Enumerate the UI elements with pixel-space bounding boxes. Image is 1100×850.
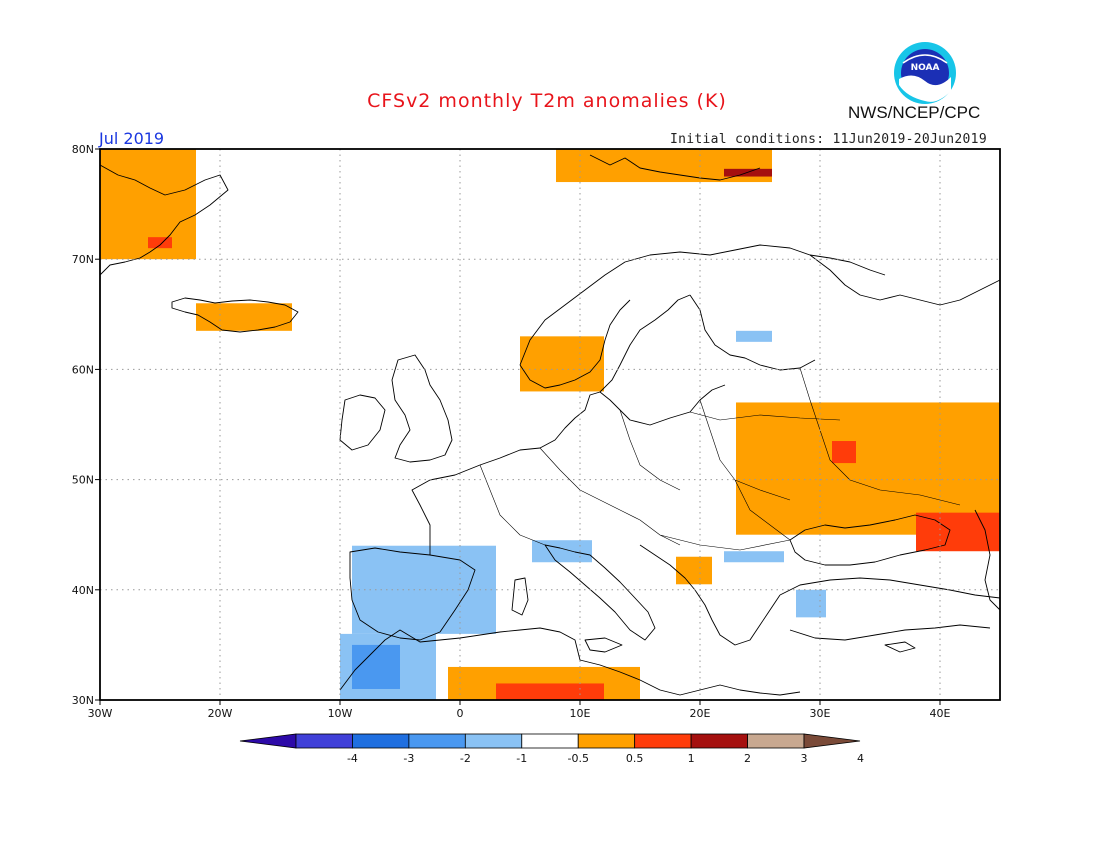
lon-tick-label: 10W xyxy=(328,707,353,720)
colorbar-bin xyxy=(408,733,466,749)
iberia-coast xyxy=(349,547,476,641)
balkan-coast xyxy=(639,544,781,646)
turkey-south-coast xyxy=(789,624,991,641)
map-frame xyxy=(99,148,1001,701)
ireland-coast xyxy=(339,394,386,451)
colorbar-bin xyxy=(690,733,748,749)
black-sea-coast xyxy=(789,514,951,566)
map-title: CFSv2 monthly T2m anomalies (K) xyxy=(367,90,727,112)
sweden-coast xyxy=(599,294,691,393)
lon-tick-label: 30E xyxy=(810,707,831,720)
britain-coast xyxy=(391,354,453,463)
lat-tick-label: 30N xyxy=(72,694,94,707)
lon-tick-label: 40E xyxy=(930,707,951,720)
anomaly-region-2 xyxy=(196,303,292,331)
anomaly-region-8 xyxy=(832,441,856,464)
country-borders xyxy=(479,367,961,551)
lat-tick-label: 50N xyxy=(72,474,94,487)
colorbar-bin xyxy=(352,733,410,749)
lon-tick-label: 10E xyxy=(570,707,591,720)
anomaly-region-9 xyxy=(676,556,712,585)
north-africa-coast xyxy=(339,627,801,696)
lon-tick-label: 0 xyxy=(457,707,464,720)
lat-tick-label: 80N xyxy=(72,143,94,156)
anomaly-region-11 xyxy=(496,683,604,700)
colorbar-tick-label: -0.5 xyxy=(567,752,588,765)
greenland-coast xyxy=(99,164,229,276)
lat-tick-label: 60N xyxy=(72,363,94,376)
iceland-coast xyxy=(171,297,299,333)
norway-south-coast xyxy=(519,299,631,389)
noaa-logo: NOAA xyxy=(894,42,956,104)
colorbar-bin xyxy=(577,733,636,749)
colorbar-tick-label: 1 xyxy=(688,752,695,765)
anomaly-layer xyxy=(100,149,1000,700)
finland-coast xyxy=(689,294,816,371)
caspian-coast xyxy=(974,509,1001,611)
lon-tick-label: 30W xyxy=(88,707,113,720)
colorbar-bin-high xyxy=(803,733,861,749)
noaa-logo-text: NOAA xyxy=(911,63,940,73)
anomaly-region-4 xyxy=(724,168,772,177)
anomaly-region-3 xyxy=(556,149,772,183)
colorbar-bin xyxy=(747,733,805,749)
italy-coast xyxy=(544,544,656,641)
kola-coast xyxy=(809,254,1001,306)
anomaly-region-14 xyxy=(352,644,400,689)
agency-label: NWS/NCEP/CPC xyxy=(848,103,981,122)
initial-conditions-label: Initial conditions: 11Jun2019-20Jun2019 xyxy=(670,132,987,147)
colorbar: -4 -3 -2 -1 -0.5 0.5 1 2 3 4 xyxy=(239,733,864,765)
valid-month-label: Jul 2019 xyxy=(99,129,165,148)
anomaly-region-16 xyxy=(724,551,784,563)
colorbar-bin xyxy=(464,733,523,749)
svalbard-coast xyxy=(589,154,761,181)
colorbar-tick-label: -2 xyxy=(460,752,471,765)
colorbar-bin xyxy=(521,733,579,749)
colorbar-bin-low xyxy=(239,733,297,749)
lon-tick-label: 20E xyxy=(690,707,711,720)
colorbar-tick-label: 3 xyxy=(801,752,808,765)
coastline-layer xyxy=(99,154,1001,696)
colorbar-tick-label: -4 xyxy=(347,752,358,765)
colorbar-bin xyxy=(634,733,692,749)
cyprus-coast xyxy=(884,641,916,653)
turkey-coast xyxy=(779,577,1001,599)
lat-tick-label: 70N xyxy=(72,253,94,266)
lon-tick-label: 20W xyxy=(208,707,233,720)
colorbar-tick-label: 4 xyxy=(857,752,864,765)
france-coast xyxy=(411,447,541,555)
colorbar-tick-label: 0.5 xyxy=(626,752,644,765)
colorbar-bin xyxy=(295,733,353,749)
sardinia-coast xyxy=(511,577,529,616)
anomaly-region-17 xyxy=(796,589,826,618)
lat-tick-label: 40N xyxy=(72,584,94,597)
colorbar-tick-label: -1 xyxy=(516,752,527,765)
colorbar-tick-label: 2 xyxy=(744,752,751,765)
graticule xyxy=(100,149,1000,700)
anomaly-region-1 xyxy=(148,237,172,249)
scandinavia-coast xyxy=(519,244,886,366)
northsea-coast xyxy=(539,384,726,449)
anomaly-region-18 xyxy=(736,330,772,342)
colorbar-tick-label: -3 xyxy=(403,752,414,765)
sicily-coast xyxy=(584,637,623,653)
anomaly-region-5 xyxy=(520,336,604,392)
